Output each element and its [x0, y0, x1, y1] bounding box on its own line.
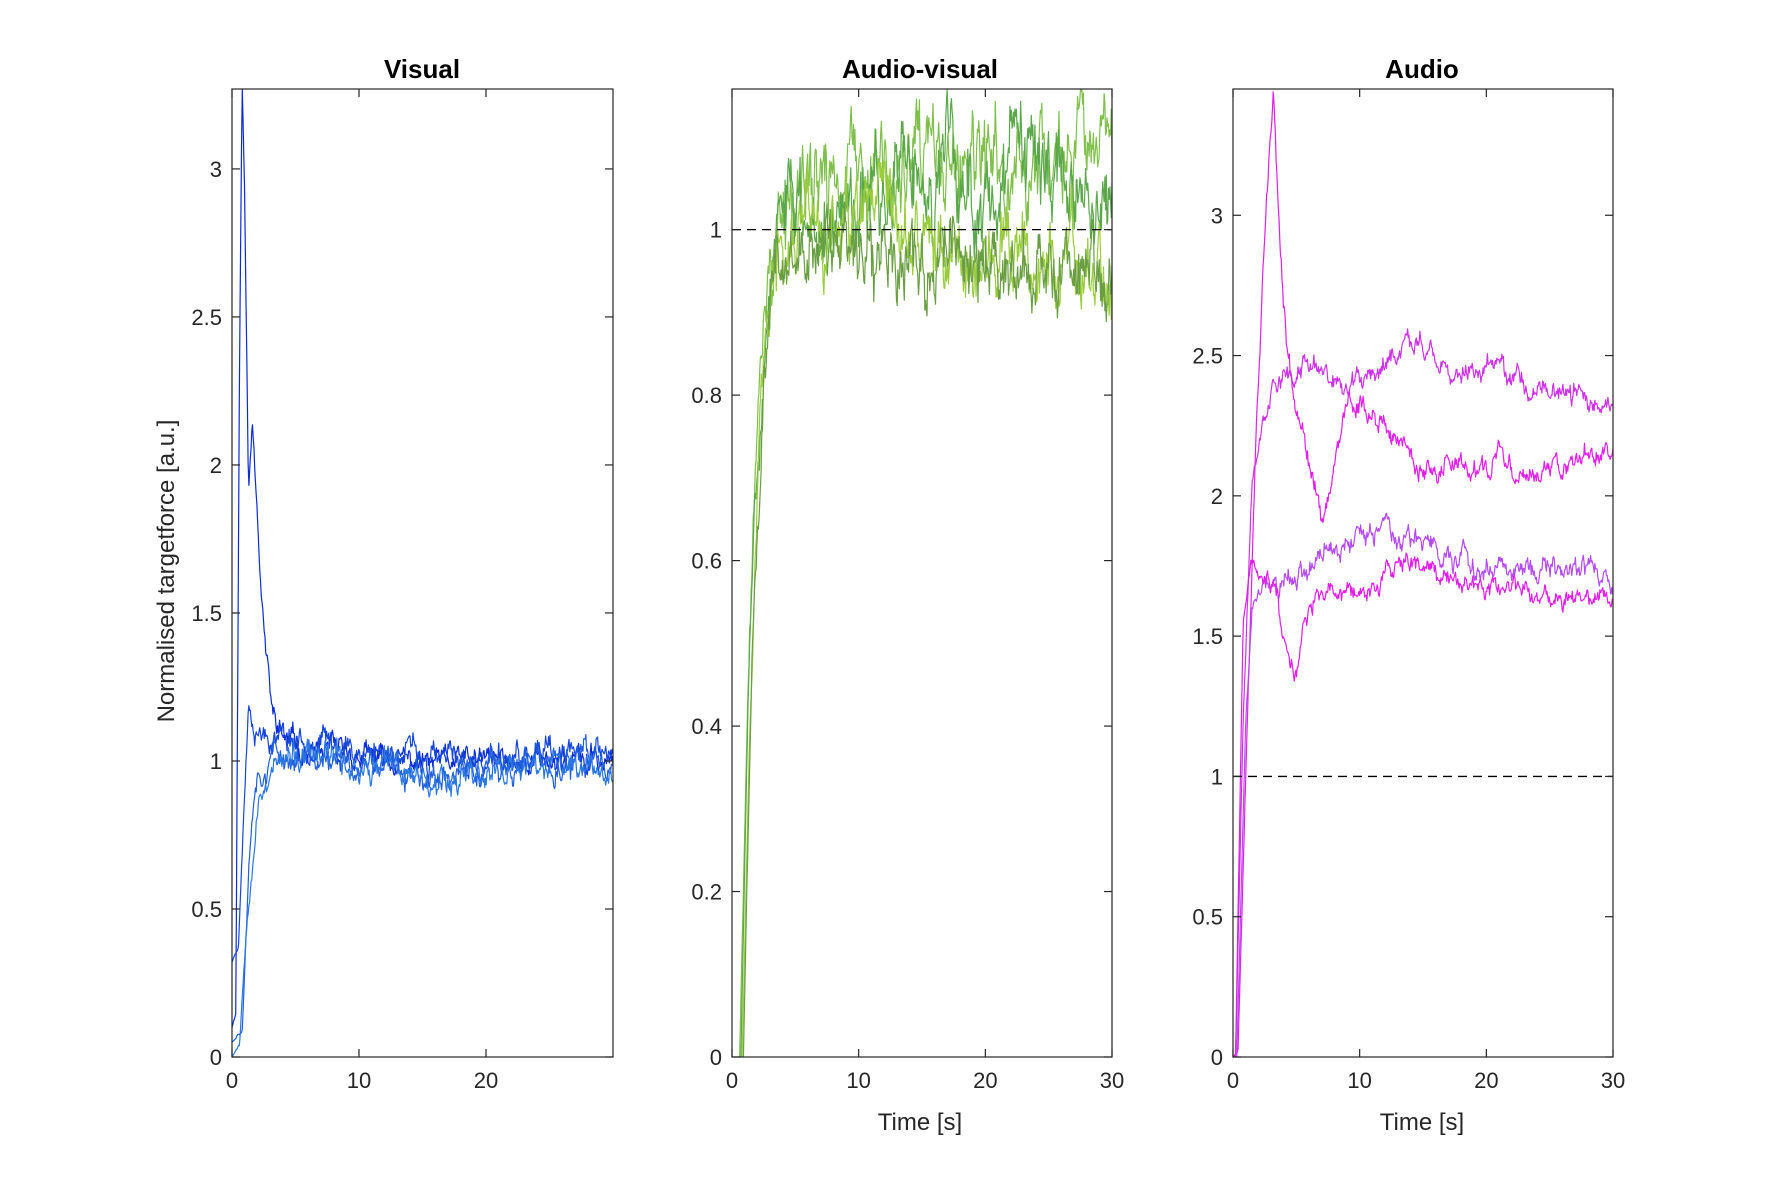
y-tick-label: 1.5: [191, 601, 222, 626]
series-group: [1233, 91, 1613, 1057]
y-tick-label: 1.5: [1192, 624, 1223, 649]
panel-audio-visual: Audio-visual Time [s] 0 10 20 3000.20.40.60…: [691, 54, 1124, 1136]
y-tick-label: 0.2: [691, 880, 722, 905]
x-tick-label: 0: [726, 1068, 738, 1093]
series-line-2: [1234, 328, 1613, 1057]
x-tick-label: 30: [1601, 1068, 1625, 1093]
tick-group: 0 10 20 30 0 0.2 0.4 0.6 0.8 1: [691, 89, 1124, 1093]
tick-group: 0 10 20 0 0.5 1 1.5 2 2.5 3: [191, 89, 613, 1093]
y-tick-label: 3: [210, 157, 222, 182]
y-tick-label: 0.6: [691, 549, 722, 574]
x-axis-label: Time [s]: [1380, 1109, 1464, 1136]
y-tick-label: 2.5: [191, 305, 222, 330]
x-tick-label: 0: [1227, 1068, 1239, 1093]
y-tick-label: 0.8: [691, 383, 722, 408]
y-tick-label: 0: [210, 1045, 222, 1070]
x-tick-label: 10: [846, 1068, 870, 1093]
y-tick-label: 0.5: [191, 897, 222, 922]
panel-title: Audio: [1385, 54, 1459, 84]
y-tick-label: 1: [710, 218, 722, 243]
series-line-3: [741, 159, 1112, 1057]
tick-group: 0 10 20 30 0 0.5 1 1.5 2 2.5 3: [1192, 89, 1625, 1093]
series-group: [232, 89, 613, 1057]
x-tick-label: 30: [1100, 1068, 1124, 1093]
x-tick-label: 10: [1347, 1068, 1371, 1093]
y-tick-label: 2.5: [1192, 344, 1223, 369]
y-tick-label: 1: [210, 749, 222, 774]
y-tick-label: 2: [1211, 484, 1223, 509]
series-line-4: [742, 202, 1112, 1057]
x-tick-label: 10: [347, 1068, 371, 1093]
series-line-1: [1233, 91, 1613, 1057]
y-tick-label: 3: [1211, 203, 1223, 228]
y-axis-label: Normalised targetforce [a.u.]: [153, 420, 180, 723]
y-tick-label: 2: [210, 453, 222, 478]
panel-title: Visual: [384, 54, 460, 84]
panel-title: Audio-visual: [842, 54, 998, 84]
series-group: [739, 89, 1112, 1057]
x-tick-label: 20: [1474, 1068, 1498, 1093]
x-tick-label: 20: [474, 1068, 498, 1093]
series-line-4: [232, 737, 613, 1057]
axes-frame: [731, 88, 1113, 1058]
x-tick-label: 20: [973, 1068, 997, 1093]
y-tick-label: 0.5: [1192, 905, 1223, 930]
y-tick-label: 0.4: [691, 714, 722, 739]
axes-frame: [1232, 88, 1614, 1058]
axes-frame: [231, 88, 614, 1058]
x-axis-label: Time [s]: [878, 1109, 962, 1136]
series-line-4: [1234, 552, 1613, 1057]
y-tick-label: 0: [710, 1045, 722, 1070]
y-tick-label: 1: [1211, 764, 1223, 789]
x-tick-label: 0: [226, 1068, 238, 1093]
y-tick-label: 0: [1211, 1045, 1223, 1070]
panel-audio: Audio Time [s] 0 10 20 30 0 0.5 1 1.5 2 2.5 3: [1192, 54, 1625, 1136]
series-line-2: [232, 705, 613, 963]
series-line-3: [1236, 512, 1613, 1057]
panel-visual: Visual Normalised targetforce [a.u.] 0 10…: [153, 54, 614, 1093]
